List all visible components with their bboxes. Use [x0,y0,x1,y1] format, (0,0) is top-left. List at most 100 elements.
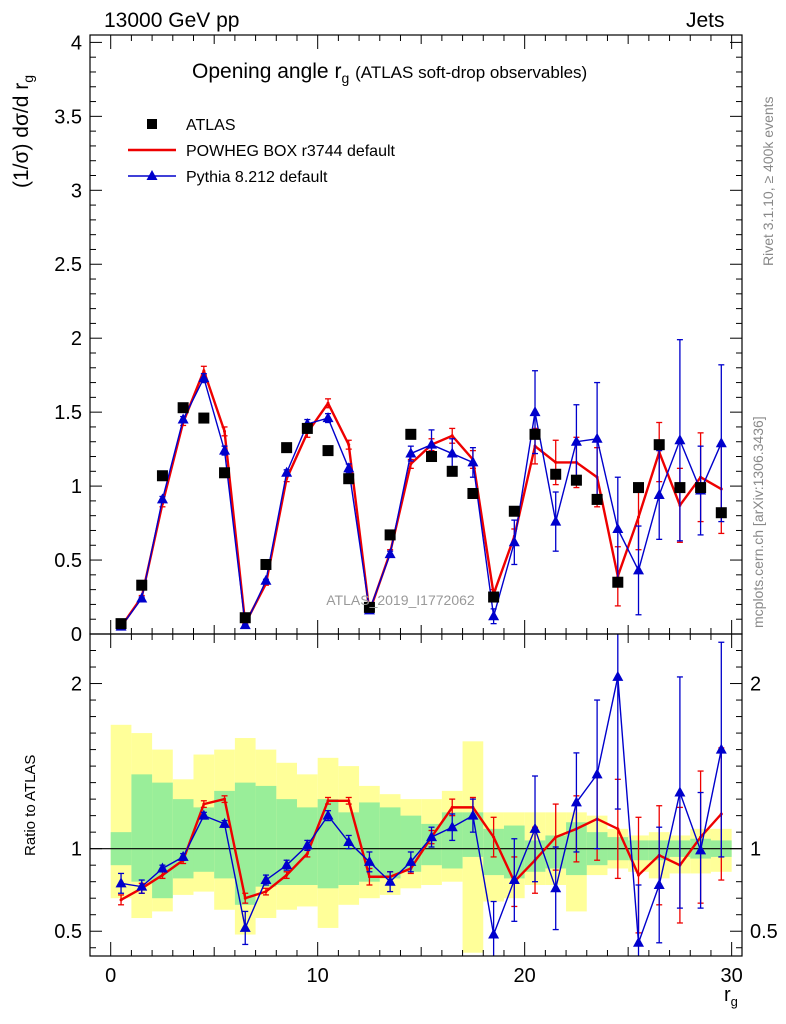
ratio-powheg-point [119,898,123,902]
atlas-data-marker [633,482,645,494]
main-y-axis-label: (1/σ) dσ/d rg [10,75,36,188]
ratio-pythia-marker [591,768,603,779]
ratio-pythia-line [120,676,722,944]
main-pythia-marker [136,592,148,603]
atlas-data-marker [384,529,396,541]
main-pythia-marker [405,447,417,458]
uncertainty-band-inner [193,807,215,872]
atlas-data-marker [343,473,355,485]
x-axis-label: rg [724,984,738,1009]
x-axis-label-sub: g [730,994,738,1009]
x-axis-label-text: r [724,984,731,1006]
ratio-powheg-point [202,802,206,806]
main-pythia-line [120,376,722,628]
uncertainty-band-outer [110,724,132,899]
atlas-data-marker [177,402,189,414]
main-y-tick-label: 0.5 [54,550,82,572]
uncertainty-band-inner [255,785,277,887]
ratio-pythia-marker [612,670,624,681]
ratio-pythia-marker [446,821,458,832]
header-left: 13000 GeV pp [104,9,240,32]
main-y-tick-label: 4 [71,32,82,54]
main-pythia-marker [570,435,582,446]
main-pythia-marker [219,444,231,455]
main-powheg-point [554,460,558,464]
ratio-powheg-point [492,835,496,839]
main-y-tick-label: 1 [71,476,82,498]
main-pythia-marker [529,406,541,417]
chart-title-note: (ATLAS soft-drop observables) [355,63,588,82]
ratio-pythia-marker [198,809,210,820]
ratio-frame [89,633,743,957]
ratio-pythia-marker [363,855,375,866]
main-pythia-marker [488,610,500,621]
atlas-data-marker [591,493,603,505]
ratio-pythia-marker [384,875,396,886]
ratio-pythia-marker [343,836,355,847]
x-tick-label: 10 [307,965,329,987]
uncertainty-band-inner [172,799,194,879]
atlas-data-marker [198,412,210,424]
ratio-y-tick-label-right: 0.5 [750,921,778,943]
atlas-data-marker [612,576,624,588]
x-tick-label: 20 [514,965,536,987]
ratio-powheg-point [637,873,641,877]
ratio-pythia-marker [488,928,500,939]
ratio-powheg-point [285,873,289,877]
atlas-data-marker [508,505,520,517]
atlas-data-marker [301,422,313,434]
ratio-pythia-marker [156,862,168,873]
ratio-y-tick-label-right: 2 [750,674,761,696]
uncertainty-band-inner [152,782,173,899]
main-powheg-point [637,515,641,519]
ratio-pythia-marker [260,874,272,885]
ratio-powheg-point [326,799,330,803]
uncertainty-band-inner [214,790,235,879]
atlas-data-marker [426,451,438,463]
ratio-pythia-marker [115,877,127,888]
atlas-data-marker [550,468,562,480]
ratio-pythia-marker [239,921,251,932]
chart-title-sub: g [341,70,350,87]
main-pythia-marker [633,564,645,575]
ratio-powheg-point [264,890,268,894]
atlas-data-marker [219,467,231,479]
ratio-pythia-marker [550,882,562,893]
main-y-tick-label: 2.5 [54,254,82,276]
ratio-powheg-point [160,873,164,877]
ratio-y-axis-label: Ratio to ATLAS [22,754,39,856]
ratio-powheg-point [554,835,558,839]
ratio-powheg-point [223,797,227,801]
atlas-data-marker [529,428,541,440]
x-tick-label: 0 [105,965,116,987]
main-pythia-marker [674,434,686,445]
ratio-pythia-marker [405,855,417,866]
atlas-data-marker [322,445,334,457]
main-powheg-line [120,367,722,628]
main-pythia-marker [384,548,396,559]
uncertainty-band-inner [400,815,422,872]
main-powheg-point [409,462,413,466]
atlas-data-marker [715,507,727,519]
main-pythia-marker [653,488,665,499]
main-pythia-marker [177,413,189,424]
atlas-data-marker [674,482,686,494]
main-pythia-marker [281,466,293,477]
ratio-pythia-marker [177,850,189,861]
legend-label-2: POWHEG BOX r3744 default [186,143,396,160]
ratio-plot-area [90,634,742,956]
main-y-tick-label: 2 [71,328,82,350]
main-y-tick-label: 3 [71,180,82,202]
atlas-data-marker [281,442,293,454]
ratio-pythia-marker [570,796,582,807]
mcplots-label: mcplots.cern.ch [arXiv:1306.3436] [750,416,766,628]
legend-label-1: ATLAS [186,117,236,134]
atlas-data-marker [446,465,458,477]
main-y-axis-label-text: (1/σ) dσ/d r [10,82,33,188]
uncertainty-band-inner [276,799,297,885]
ratio-pythia-marker [219,817,231,828]
main-y-axis-label-sub: g [20,74,37,83]
atlas-data-marker [653,439,665,451]
main-powheg-point [450,434,454,438]
